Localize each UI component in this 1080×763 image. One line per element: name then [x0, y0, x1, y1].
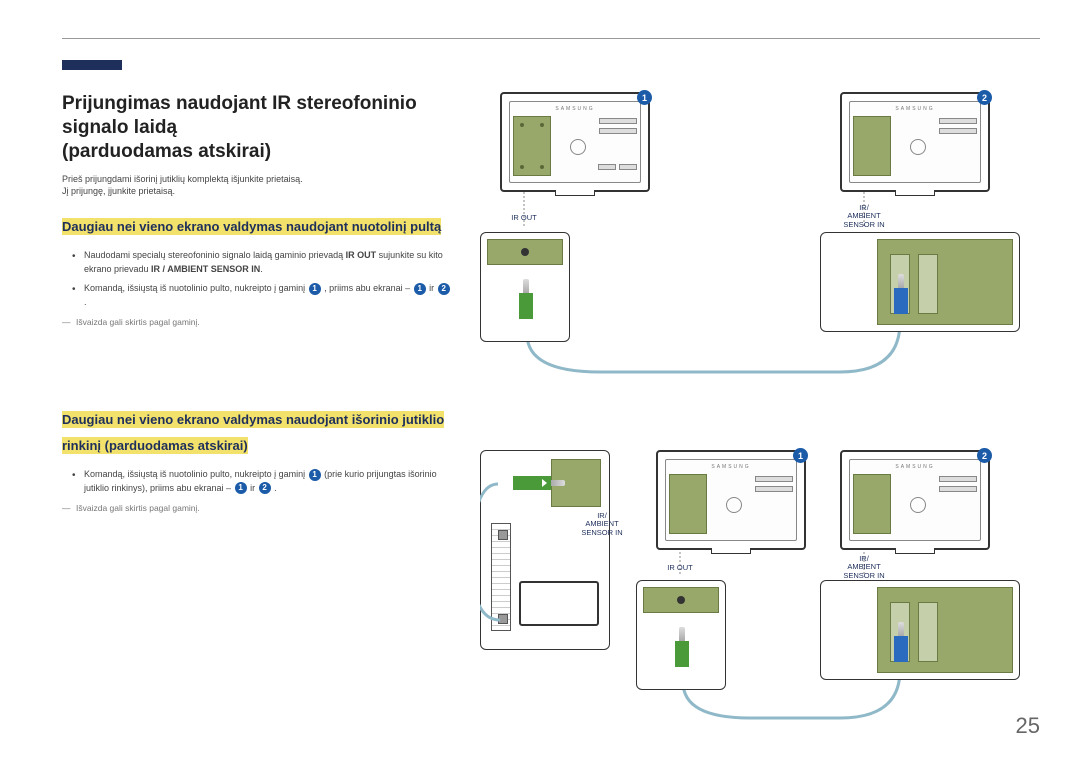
- port-box-2: [820, 232, 1020, 332]
- intro-text: Prieš prijungdami išorinį jutiklių kompl…: [62, 173, 452, 197]
- badge-1-icon: 1: [309, 469, 321, 481]
- footnote-b: Išvaizda gali skirtis pagal gaminį.: [62, 503, 452, 513]
- badge-1-icon: 1: [235, 482, 247, 494]
- bullet: Naudodami specialų stereofoninio signalo…: [84, 249, 452, 276]
- jack-green-icon: [675, 641, 689, 667]
- section-a-header: Daugiau nei vieno ekrano valdymas naudoj…: [62, 214, 452, 240]
- jack-blue-icon: [894, 288, 908, 314]
- badge-1-icon: 1: [309, 283, 321, 295]
- port-box-4: [820, 580, 1020, 680]
- ir-ambient-label: IR/ AMBIENT SENSOR IN: [832, 555, 896, 580]
- horizontal-rule: [62, 38, 1040, 39]
- page-title: Prijungimas naudojant IR stereofoninio s…: [62, 92, 452, 163]
- ir-out-label: IR OUT: [658, 564, 702, 572]
- section-marker: [62, 60, 122, 70]
- page-number: 25: [1016, 713, 1040, 739]
- badge-1-icon: 1: [414, 283, 426, 295]
- ir-ambient-label: IR/ AMBIENT SENSOR IN: [570, 512, 634, 537]
- diagram-bottom: SAMSUNG 1 SAMSUNG 2 IR/ AMBIENT SENSOR I…: [480, 450, 1050, 730]
- monitor-2: SAMSUNG 2: [840, 450, 990, 550]
- badge-2-icon: 2: [977, 448, 992, 463]
- badge-1-icon: 1: [793, 448, 808, 463]
- monitor-1: SAMSUNG 1: [656, 450, 806, 550]
- section-b-bullets: Komandą, išsiųstą iš nuotolinio pulto, n…: [84, 468, 452, 495]
- section-b-header: Daugiau nei vieno ekrano valdymas naudoj…: [62, 407, 452, 458]
- footnote-a: Išvaizda gali skirtis pagal gaminį.: [62, 317, 452, 327]
- text-column: Prijungimas naudojant IR stereofoninio s…: [62, 92, 452, 533]
- port-box-1: [480, 232, 570, 342]
- section-a-bullets: Naudodami specialų stereofoninio signalo…: [84, 249, 452, 309]
- port-box-3: [636, 580, 726, 690]
- badge-2-icon: 2: [438, 283, 450, 295]
- ir-ambient-label: IR/ AMBIENT SENSOR IN: [832, 204, 896, 229]
- badge-2-icon: 2: [259, 482, 271, 494]
- jack-green-icon: [519, 293, 533, 319]
- ir-out-label: IR OUT: [502, 214, 546, 222]
- jack-blue-icon: [894, 636, 908, 662]
- diagram-top: SAMSUNG 1 SAMSUNG 2 IR OUT IR/ AMBIENT S…: [480, 92, 1050, 392]
- bullet: Komandą, išsiųstą iš nuotolinio pulto, n…: [84, 468, 452, 495]
- bullet: Komandą, išsiųstą iš nuotolinio pulto, n…: [84, 282, 452, 309]
